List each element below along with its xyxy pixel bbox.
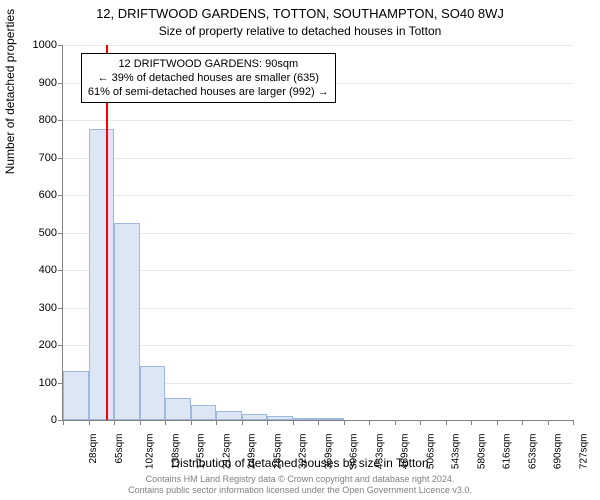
histogram-bar: [191, 405, 217, 420]
ytick-label: 500: [17, 227, 63, 239]
footer-attribution: Contains HM Land Registry data © Crown c…: [0, 474, 600, 496]
xtick-mark: [63, 420, 64, 425]
histogram-bar: [165, 398, 191, 421]
gridline: [63, 195, 573, 196]
ytick-label: 200: [17, 339, 63, 351]
ytick-label: 400: [17, 264, 63, 276]
xtick-mark: [573, 420, 574, 425]
xtick-mark: [420, 420, 421, 425]
histogram-bar: [89, 129, 115, 420]
xtick-mark: [395, 420, 396, 425]
histogram-bar: [140, 366, 166, 420]
ytick-label: 800: [17, 114, 63, 126]
gridline: [63, 345, 573, 346]
y-axis-label: Number of detached properties: [3, 9, 17, 174]
histogram-bar: [63, 371, 89, 420]
annotation-box: 12 DRIFTWOOD GARDENS: 90sqm← 39% of deta…: [81, 53, 336, 104]
chart-subtitle: Size of property relative to detached ho…: [0, 24, 600, 38]
ytick-label: 1000: [17, 39, 63, 51]
xtick-mark: [191, 420, 192, 425]
histogram-bar: [318, 418, 344, 420]
histogram-bar: [216, 411, 242, 420]
ytick-label: 300: [17, 302, 63, 314]
xtick-mark: [114, 420, 115, 425]
chart-container: 12, DRIFTWOOD GARDENS, TOTTON, SOUTHAMPT…: [0, 0, 600, 500]
annotation-line: 12 DRIFTWOOD GARDENS: 90sqm: [88, 57, 329, 71]
histogram-bar: [293, 418, 319, 420]
xtick-mark: [165, 420, 166, 425]
gridline: [63, 45, 573, 46]
ytick-label: 100: [17, 377, 63, 389]
xtick-mark: [216, 420, 217, 425]
x-axis-label: Distribution of detached houses by size …: [0, 456, 600, 470]
xtick-mark: [318, 420, 319, 425]
xtick-mark: [497, 420, 498, 425]
xtick-mark: [140, 420, 141, 425]
ytick-label: 600: [17, 189, 63, 201]
xtick-mark: [548, 420, 549, 425]
xtick-mark: [242, 420, 243, 425]
ytick-label: 700: [17, 152, 63, 164]
xtick-mark: [344, 420, 345, 425]
histogram-bar: [242, 414, 268, 420]
histogram-bar: [114, 223, 140, 420]
xtick-mark: [267, 420, 268, 425]
gridline: [63, 120, 573, 121]
xtick-mark: [471, 420, 472, 425]
footer-line-1: Contains HM Land Registry data © Crown c…: [0, 474, 600, 485]
xtick-mark: [446, 420, 447, 425]
annotation-line: ← 39% of detached houses are smaller (63…: [88, 71, 329, 85]
chart-title: 12, DRIFTWOOD GARDENS, TOTTON, SOUTHAMPT…: [0, 6, 600, 21]
annotation-line: 61% of semi-detached houses are larger (…: [88, 85, 329, 99]
histogram-bar: [267, 416, 293, 420]
xtick-mark: [369, 420, 370, 425]
plot-area: 0100200300400500600700800900100012 DRIFT…: [62, 45, 573, 421]
gridline: [63, 233, 573, 234]
gridline: [63, 270, 573, 271]
ytick-label: 900: [17, 77, 63, 89]
gridline: [63, 308, 573, 309]
ytick-label: 0: [17, 414, 63, 426]
xtick-mark: [89, 420, 90, 425]
xtick-mark: [293, 420, 294, 425]
gridline: [63, 158, 573, 159]
footer-line-2: Contains public sector information licen…: [0, 485, 600, 496]
xtick-mark: [522, 420, 523, 425]
